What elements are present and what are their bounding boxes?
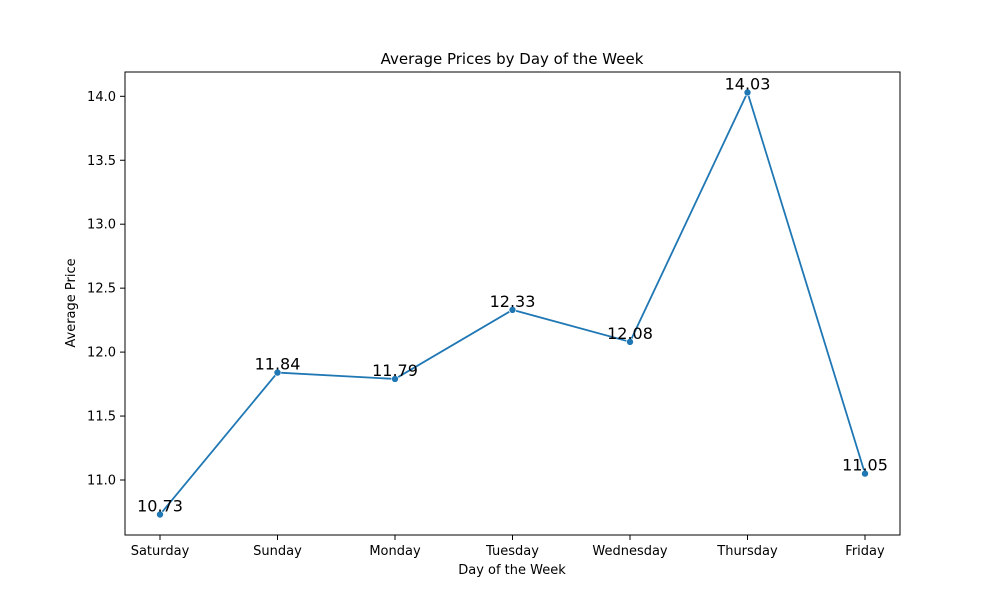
y-tick-label: 13.5: [87, 154, 116, 169]
data-labels: 10.73 11.84 11.79 12.33 12.08 14.03 11.05: [137, 74, 888, 515]
y-axis-ticks: 11.0 11.5 12.0 12.5 13.0 13.5 14.0: [87, 90, 125, 489]
data-label: 12.33: [490, 292, 536, 311]
x-tick-label: Wednesday: [592, 544, 668, 559]
data-point: [156, 510, 164, 519]
data-label: 14.03: [725, 74, 771, 93]
data-label: 12.08: [607, 324, 653, 343]
y-tick-label: 12.0: [87, 346, 116, 361]
y-tick-label: 12.5: [87, 282, 116, 297]
data-point: [273, 368, 282, 377]
x-tick-label: Sunday: [253, 544, 302, 559]
x-tick-label: Monday: [369, 544, 421, 559]
plot-area: [124, 71, 901, 536]
x-tick-label: Tuesday: [485, 544, 539, 559]
data-label: 11.05: [842, 456, 888, 475]
y-tick-label: 11.5: [87, 410, 116, 425]
data-point: [391, 375, 399, 383]
x-tick-label: Thursday: [716, 544, 778, 559]
data-label: 10.73: [137, 497, 183, 516]
data-point: [626, 338, 634, 346]
x-axis-ticks: Saturday Sunday Monday Tuesday Wednesday Thur…: [131, 535, 885, 559]
chart-title: Average Prices by Day of the Week: [381, 50, 644, 68]
data-point: [861, 469, 869, 478]
y-tick-label: 14.0: [87, 90, 116, 105]
x-tick-label: Friday: [845, 544, 885, 559]
data-label: 11.79: [372, 361, 418, 380]
x-axis-label: Day of the Week: [458, 563, 566, 578]
data-point: [508, 306, 517, 314]
y-tick-label: 11.0: [87, 474, 116, 489]
x-tick-label: Saturday: [131, 544, 190, 559]
data-label: 11.84: [255, 355, 301, 374]
series-points: [156, 88, 869, 519]
y-axis-label: Average Price: [64, 258, 79, 347]
y-tick-label: 13.0: [87, 218, 116, 233]
data-point: [743, 88, 752, 97]
